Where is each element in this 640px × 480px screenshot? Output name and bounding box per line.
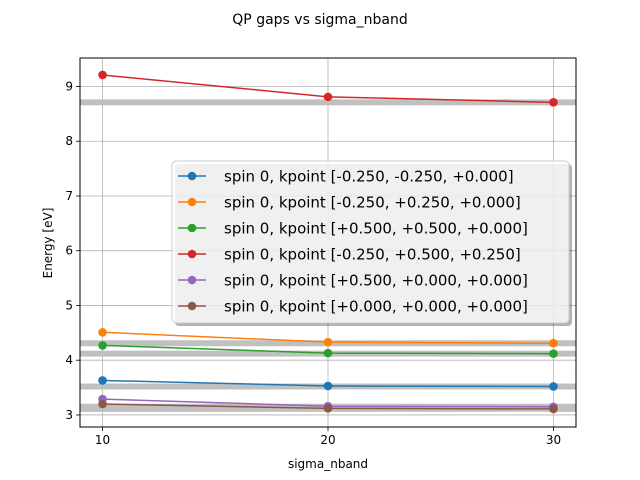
data-point xyxy=(323,381,333,391)
series-group xyxy=(98,399,558,414)
legend-entry: spin 0, kpoint [+0.000, +0.000, +0.000] xyxy=(178,298,528,316)
series-group xyxy=(98,327,558,348)
legend-swatch-marker xyxy=(187,275,197,285)
data-point xyxy=(549,404,558,414)
legend-swatch-marker xyxy=(187,249,197,259)
data-point xyxy=(98,376,107,385)
series-group xyxy=(98,70,558,107)
chart-title: QP gaps vs sigma_nband xyxy=(232,12,407,28)
series-group xyxy=(98,341,558,358)
data-point xyxy=(98,399,107,409)
y-tick-label: 6 xyxy=(65,244,73,258)
legend: spin 0, kpoint [-0.250, -0.250, +0.000] s… xyxy=(171,160,572,326)
y-tick-label: 8 xyxy=(65,134,73,148)
legend-box xyxy=(171,160,570,324)
y-axis-ticks: 3 4 5 6 7 8 9 xyxy=(65,79,80,422)
y-tick-label: 3 xyxy=(65,408,73,422)
data-point xyxy=(98,327,107,337)
data-point xyxy=(549,98,558,107)
y-tick-label: 4 xyxy=(65,353,73,367)
data-point xyxy=(323,337,333,347)
data-point xyxy=(323,404,333,413)
legend-label: spin 0, kpoint [-0.250, +0.250, +0.000] xyxy=(224,194,521,212)
legend-entry: spin 0, kpoint [-0.250, +0.250, +0.000] xyxy=(178,194,521,212)
legend-swatch-marker xyxy=(187,197,197,207)
legend-label: spin 0, kpoint [-0.250, -0.250, +0.000] xyxy=(224,168,514,186)
x-tick-label: 10 xyxy=(95,433,110,447)
legend-label: spin 0, kpoint [+0.500, +0.000, +0.000] xyxy=(224,272,528,290)
y-tick-label: 9 xyxy=(65,79,73,93)
data-point xyxy=(323,348,333,358)
x-tick-label: 20 xyxy=(320,433,335,447)
series-layer xyxy=(98,70,558,414)
data-point xyxy=(323,92,333,102)
y-tick-label: 5 xyxy=(65,298,73,312)
x-tick-label: 30 xyxy=(546,433,561,447)
legend-label: spin 0, kpoint [+0.500, +0.500, +0.000] xyxy=(224,220,528,238)
legend-entry: spin 0, kpoint [-0.250, +0.500, +0.250] xyxy=(178,246,521,264)
y-tick-label: 7 xyxy=(65,189,73,203)
legend-label: spin 0, kpoint [-0.250, +0.500, +0.250] xyxy=(224,246,521,264)
series-group xyxy=(98,376,558,391)
data-point xyxy=(98,341,107,350)
data-point xyxy=(549,349,558,358)
y-axis-label: Energy [eV] xyxy=(41,208,55,279)
legend-entry: spin 0, kpoint [+0.500, +0.000, +0.000] xyxy=(178,272,528,290)
data-point xyxy=(98,70,107,80)
x-axis-label: sigma_nband xyxy=(288,457,368,471)
x-axis-ticks: 10 20 30 xyxy=(95,427,561,447)
legend-entry: spin 0, kpoint [+0.500, +0.500, +0.000] xyxy=(178,220,528,238)
legend-swatch-marker xyxy=(187,171,197,181)
legend-swatch-marker xyxy=(187,223,197,233)
data-point xyxy=(549,338,558,348)
data-point xyxy=(549,382,558,391)
legend-entry: spin 0, kpoint [-0.250, -0.250, +0.000] xyxy=(178,168,514,186)
legend-label: spin 0, kpoint [+0.000, +0.000, +0.000] xyxy=(224,298,528,316)
legend-swatch-marker xyxy=(187,301,197,311)
